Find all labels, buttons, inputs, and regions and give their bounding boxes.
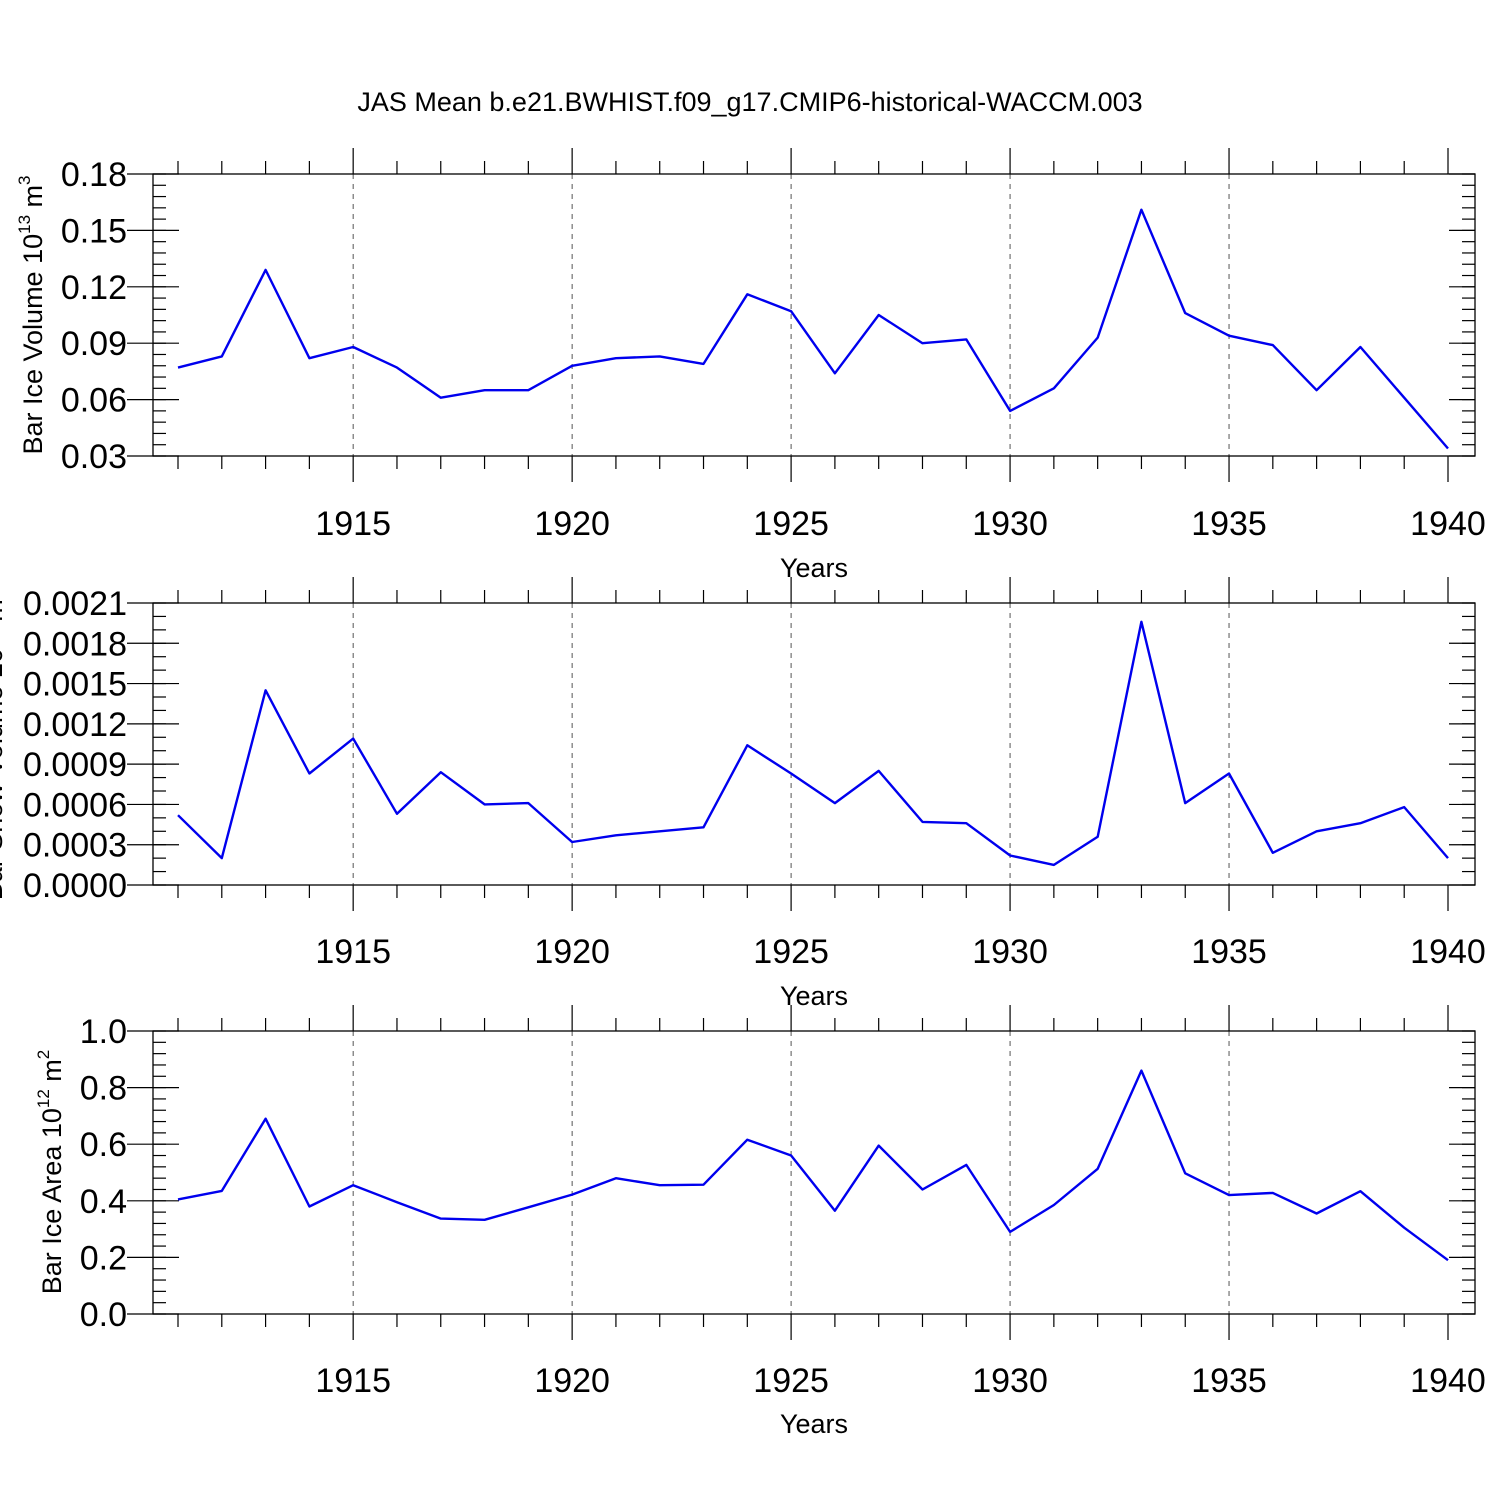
x-axis-label: Years	[780, 981, 848, 1011]
series-line	[177, 208, 1449, 450]
y-tick-label: 0.0015	[23, 666, 127, 704]
x-tick-label: 1935	[1191, 933, 1267, 971]
x-axis-label: Years	[780, 553, 848, 583]
x-tick-label: 1930	[972, 933, 1048, 971]
y-tick-label: 1.0	[80, 1013, 127, 1051]
y-tick-label: 0.0021	[23, 585, 127, 623]
y-axis-label: Bar Ice Area 1012 m2	[34, 1050, 67, 1295]
plot-frame	[152, 173, 1476, 457]
plot-frame	[152, 602, 1476, 886]
x-tick-label: 1930	[972, 505, 1048, 543]
y-tick-label: 0.0006	[23, 786, 127, 824]
x-tick-label: 1915	[315, 505, 391, 543]
y-tick-label: 0.03	[61, 438, 127, 476]
x-tick-label: 1925	[753, 1362, 829, 1400]
panels: 1915 1920 1925 1930 1935 1940 0.03 0.06 0.09 0.12…	[0, 148, 1486, 1439]
y-tick-label: 0.0000	[23, 867, 127, 905]
x-tick-label: 1920	[534, 505, 610, 543]
x-axis-label: Years	[780, 1409, 848, 1439]
x-tick-label: 1915	[315, 933, 391, 971]
series-line	[177, 1069, 1449, 1262]
y-tick-label: 0.0012	[23, 706, 127, 744]
y-tick-label: 0.18	[61, 156, 127, 194]
y-axis-label: Bar Ice Volume 1013 m3	[15, 175, 48, 454]
x-tick-label: 1925	[753, 505, 829, 543]
x-tick-label: 1925	[753, 933, 829, 971]
y-tick-label: 0.0	[80, 1296, 127, 1334]
x-tick-label: 1935	[1191, 1362, 1267, 1400]
series-line	[177, 620, 1449, 867]
y-tick-label: 0.0009	[23, 746, 127, 784]
x-tick-label: 1940	[1410, 505, 1486, 543]
x-tick-label: 1915	[315, 1362, 391, 1400]
figure-title: JAS Mean b.e21.BWHIST.f09_g17.CMIP6-hist…	[357, 87, 1142, 117]
panel-1: 1915 1920 1925 1930 1935 1940 0.03 0.06 0.09 0.12…	[15, 148, 1486, 583]
y-tick-label: 0.8	[80, 1070, 127, 1108]
x-tick-label: 1920	[534, 1362, 610, 1400]
y-tick-label: 0.6	[80, 1126, 127, 1164]
x-tick-label: 1935	[1191, 505, 1267, 543]
x-tick-label: 1920	[534, 933, 610, 971]
y-tick-label: 0.09	[61, 325, 127, 363]
panel-3: 1915 1920 1925 1930 1935 1940 0.0 0.2 0.4 0.6 0.8 1…	[34, 1005, 1486, 1439]
x-tick-label: 1930	[972, 1362, 1048, 1400]
y-tick-label: 0.06	[61, 382, 127, 420]
x-tick-label: 1940	[1410, 933, 1486, 971]
y-tick-label: 0.15	[61, 212, 127, 250]
x-tick-label: 1940	[1410, 1362, 1486, 1400]
plot-frame	[152, 1030, 1476, 1315]
y-tick-label: 0.12	[61, 269, 127, 307]
y-tick-label: 0.2	[80, 1239, 127, 1277]
y-tick-label: 0.0003	[23, 827, 127, 865]
y-axis-label: Bar Snow Volume 1013 m3	[0, 590, 8, 901]
y-tick-label: 0.0018	[23, 625, 127, 663]
y-tick-label: 0.4	[80, 1183, 127, 1221]
panel-2: 1915 1920 1925 1930 1935 19400.00000.00030.00…	[0, 577, 1486, 1011]
